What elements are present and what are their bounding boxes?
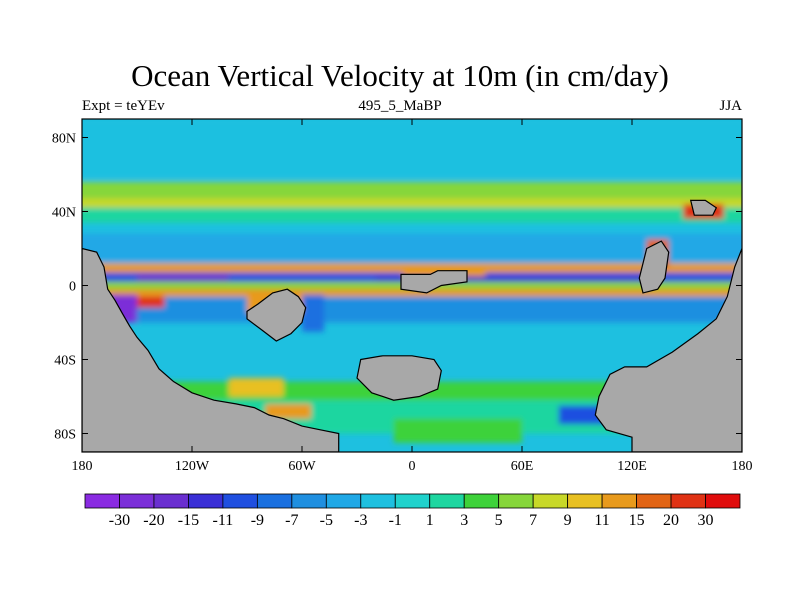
chart-title: Ocean Vertical Velocity at 10m (in cm/da… [131, 58, 669, 93]
x-tick-label: 180 [72, 459, 93, 474]
colorbar-label: 7 [529, 512, 537, 529]
colorbar-label: 9 [564, 512, 572, 529]
land-southern-continent [356, 355, 442, 401]
colorbar-label: -20 [143, 512, 164, 529]
colorbar-label: -15 [178, 512, 199, 529]
x-tick-label: 60W [288, 459, 316, 474]
field-feature-11 [228, 378, 284, 397]
season-label: JJA [719, 98, 742, 114]
land-east-equatorial-peninsula [638, 240, 670, 294]
x-tick-label: 120E [617, 459, 647, 474]
colorbar-swatch [84, 493, 120, 509]
colorbar-label: -5 [320, 512, 333, 529]
colorbar-label: 15 [629, 512, 645, 529]
land-west-equatorial-island [400, 270, 468, 294]
colorbar-label: -7 [285, 512, 298, 529]
colorbar-swatch [636, 493, 672, 509]
colorbar-swatch [188, 493, 224, 509]
colorbar-swatch [153, 493, 189, 509]
colorbar-swatch [601, 493, 637, 509]
land-northeast-island [689, 199, 718, 216]
field-feature-6 [302, 294, 324, 332]
x-tick-label: 180 [732, 459, 753, 474]
colorbar-swatch [532, 493, 569, 509]
colorbar-swatch [498, 493, 534, 509]
x-tick-label: 60E [511, 459, 534, 474]
y-tick-label: 40N [52, 206, 76, 221]
colorbar-label: 5 [495, 512, 503, 529]
field-feature-4 [137, 296, 165, 308]
field-feature-12 [265, 403, 312, 419]
colorbar-swatch [567, 493, 603, 509]
zonal-band-0 [82, 119, 742, 179]
colorbar-label: 20 [663, 512, 679, 529]
colorbar-swatch [705, 493, 741, 509]
colorbar-swatch [429, 493, 465, 509]
y-tick-label: 40S [54, 354, 76, 369]
field-feature-14 [393, 418, 522, 443]
run-label: 495_5_MaBP [358, 98, 442, 114]
x-tick-label: 120W [175, 459, 210, 474]
colorbar-label: 3 [460, 512, 468, 529]
colorbar-label: -11 [213, 512, 234, 529]
x-tick-label: 0 [409, 459, 416, 474]
colorbar-label: -9 [251, 512, 264, 529]
colorbar-swatch [360, 493, 396, 509]
colorbar-swatch [325, 493, 362, 509]
colorbar-label: 11 [594, 512, 609, 529]
land-east-continent [594, 248, 742, 452]
colorbar-swatch [670, 493, 706, 509]
colorbar-label: 30 [698, 512, 714, 529]
colorbar-label: 1 [426, 512, 434, 529]
colorbar-label: -3 [354, 512, 367, 529]
colorbar: -30 -20 -15 -11 -9 -7 -5 -3 -1 1 3 5 7 9 11 15 20 30 [84, 493, 741, 529]
field-feature-1 [375, 276, 651, 282]
zonal-band-2 [82, 198, 742, 208]
y-tick-label: 80N [52, 132, 76, 147]
colorbar-swatch [463, 493, 500, 509]
colorbar-label: -30 [109, 512, 130, 529]
field-feature-2 [137, 274, 229, 282]
colorbar-label: -1 [389, 512, 402, 529]
colorbar-swatch [291, 493, 327, 509]
experiment-label: Expt = teYEv [82, 98, 165, 114]
axis-ticks: 180 120W 60W 0 60E 120E 180 80N 40N 0 40S 80S [52, 119, 753, 474]
zonal-band-8 [82, 289, 742, 297]
zonal-band-4 [82, 233, 742, 264]
colorbar-swatch [394, 493, 431, 509]
plot-area [82, 119, 742, 452]
y-tick-label: 80S [54, 428, 76, 443]
zonal-band-3 [82, 207, 742, 223]
zonal-band-9 [82, 296, 742, 323]
zonal-band-1 [82, 181, 742, 199]
y-tick-label: 0 [69, 280, 76, 295]
colorbar-swatch [119, 493, 155, 509]
land-africa [246, 288, 307, 342]
colorbar-swatch [256, 493, 293, 509]
colorbar-swatch [222, 493, 258, 509]
land-americas [82, 247, 340, 452]
